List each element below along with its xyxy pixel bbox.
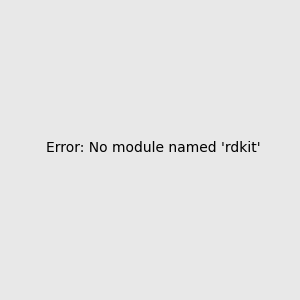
Text: Error: No module named 'rdkit': Error: No module named 'rdkit': [46, 140, 261, 154]
